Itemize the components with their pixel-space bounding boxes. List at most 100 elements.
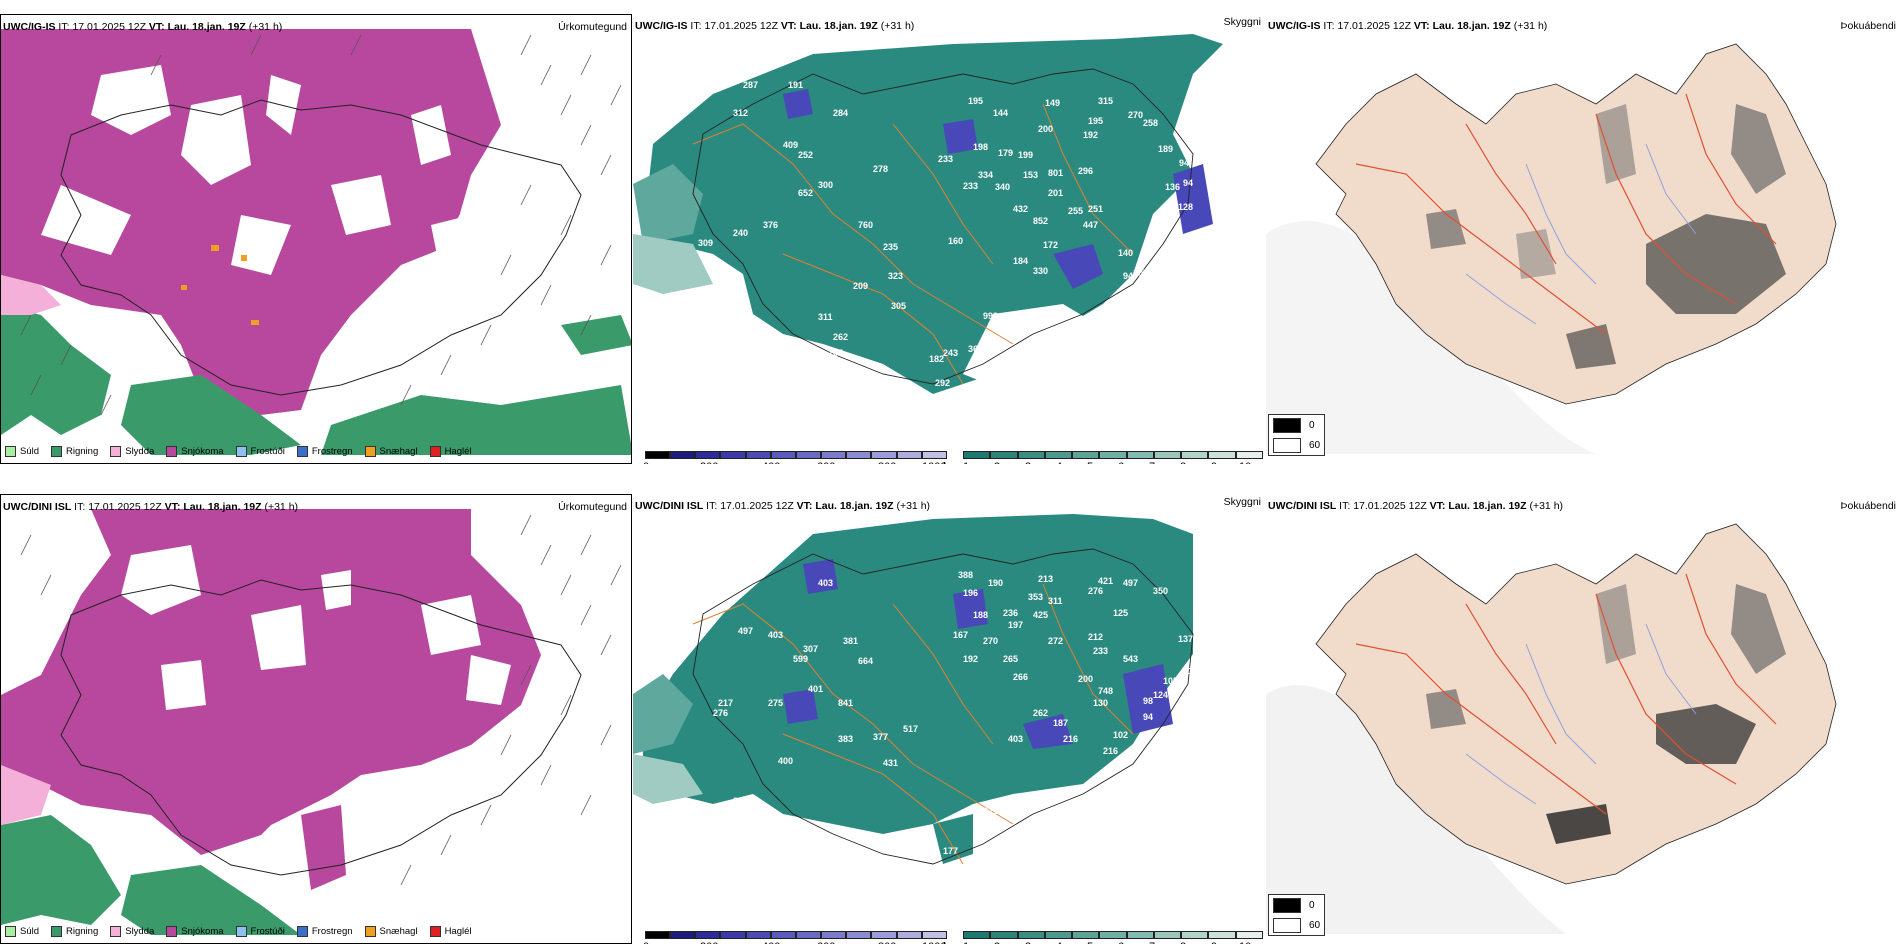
cloud-base-label: 801 — [1048, 168, 1063, 178]
cloud-base-label: 311 — [818, 312, 833, 322]
vt-label: VT: — [148, 21, 165, 33]
cloud-base-label: 130 — [1093, 698, 1108, 708]
cloud-base-label: 497 — [738, 626, 753, 636]
vis-unit: km — [943, 941, 959, 944]
lead-time: (+31 h) — [248, 21, 283, 33]
colorbar-cell — [1153, 931, 1182, 939]
tick-label: 2 — [994, 941, 1000, 944]
fog-legend: 0 60 — [1268, 894, 1326, 936]
cloud-base-label: 153 — [1023, 170, 1038, 180]
colorbar-cell — [1099, 931, 1127, 939]
cloud-base-label: 315 — [1098, 96, 1113, 106]
cloud-base-label: 272 — [1048, 636, 1063, 646]
colorbar-cell — [1072, 931, 1100, 939]
cloud-base-label: 94 — [1183, 178, 1193, 188]
cloud-base-label: 284 — [833, 108, 848, 118]
precip-type-map — [1, 29, 631, 455]
colorbar-cell — [846, 451, 872, 459]
cloud-colorbar — [645, 451, 947, 459]
vis-colorbar — [963, 451, 1263, 459]
it-value: 17.01.2025 12Z — [1353, 500, 1427, 512]
colorbar-cell — [963, 451, 991, 459]
tick-label: 200 — [700, 461, 718, 464]
cloud-base-label: 330 — [1033, 266, 1048, 276]
cloud-base-label: 400 — [778, 756, 793, 766]
vis-unit: km — [943, 461, 959, 464]
tick-label: 10 — [1239, 941, 1251, 944]
tick-label: 600 — [817, 941, 835, 944]
cloud-base-label: 198 — [973, 142, 988, 152]
tick-label: 5 — [1087, 941, 1093, 944]
cloud-base-label: 243 — [943, 348, 958, 358]
precip-type-map — [1, 509, 622, 935]
cloud-unit: m — [633, 941, 643, 944]
cloud-base-label: 309 — [698, 238, 713, 248]
tick-label: 400 — [762, 941, 780, 944]
cloud-base-label: 102 — [1188, 666, 1203, 676]
colorbar-cell — [846, 931, 872, 939]
legend-item: Rigning — [51, 445, 98, 457]
cloud-base-label: 362 — [968, 344, 983, 354]
cloud-base-label: 252 — [798, 150, 813, 160]
colorbar-cell — [1208, 451, 1236, 459]
legend-item: Frostregn — [296, 445, 353, 457]
cloud-base-label: 376 — [763, 220, 778, 230]
colorbar-cell — [770, 451, 796, 459]
it-label: IT: — [74, 501, 86, 513]
cloud-base-label: 190 — [988, 578, 1003, 588]
cloud-base-label: 275 — [768, 698, 783, 708]
it-value: 17.01.2025 12Z — [88, 501, 162, 513]
colorbar-cell — [990, 931, 1018, 939]
cloud-base-label: 970 — [733, 52, 748, 62]
visibility-panel-top: 970 287 191 312 284 409 252 300 652 278 760 376 240 3… — [633, 14, 1265, 464]
colorbar-cell — [720, 451, 746, 459]
vt-value: Lau. 18.jan. 19Z — [815, 500, 894, 512]
parameter-name: Úrkomutegund — [558, 21, 627, 33]
tick-label: 4 — [1056, 461, 1062, 464]
cloud-base-label: 270 — [1128, 110, 1143, 120]
cloud-base-label: 292 — [935, 378, 950, 388]
colorbar-cell — [1099, 451, 1127, 459]
tick-label: 1 — [963, 461, 969, 464]
precip-legend: Súld Rigning Slydda Snjókoma Frostúði Fr… — [1, 919, 480, 943]
legend-swatch — [5, 445, 16, 457]
colorbar-cell — [1235, 931, 1263, 939]
cloud-base-label: 179 — [998, 148, 1013, 158]
cloud-base-label: 187 — [1053, 718, 1068, 728]
vt-value: Lau. 18.jan. 19Z — [1432, 20, 1511, 32]
cloud-base-label: 201 — [1048, 188, 1063, 198]
tick-label: 3 — [1025, 461, 1031, 464]
it-value: 17.01.2025 12Z — [704, 20, 778, 32]
cloud-base-label: 207 — [773, 544, 788, 554]
cloud-base-label: 388 — [958, 570, 973, 580]
it-value: 17.01.2025 12Z — [720, 500, 794, 512]
colorbar-cell — [921, 931, 947, 939]
colorbar-cell — [745, 451, 771, 459]
colorbar-cell — [1126, 931, 1154, 939]
legend-swatch — [110, 925, 122, 937]
it-label: IT: — [1339, 500, 1351, 512]
cloud-base-label: 307 — [803, 644, 818, 654]
tick-label: 7 — [1149, 461, 1155, 464]
tick-label: 2 — [994, 461, 1000, 464]
cloud-base-label: 144 — [993, 108, 1008, 118]
cloud-base-label: 852 — [1033, 216, 1048, 226]
model-name: UWC/DINI ISL — [3, 501, 72, 513]
precip-type-panel-bottom: UWC/DINI ISL IT: 17.01.2025 12Z VT: Lau.… — [0, 494, 632, 944]
cloud-base-label: 92 — [1138, 256, 1148, 266]
tick-label: 200 — [700, 941, 718, 944]
cloud-base-label: 177 — [943, 846, 958, 856]
parameter-name: Úrkomutegund — [558, 501, 627, 513]
cloud-base-label: 136 — [1165, 182, 1180, 192]
cloud-base-label: 432 — [1013, 204, 1028, 214]
it-value: 17.01.2025 12Z — [72, 21, 146, 33]
fog-swatch — [1273, 897, 1301, 913]
cloud-base-label: 262 — [833, 332, 848, 342]
legend-item: Frostúði — [235, 445, 285, 457]
cloud-base-label: 305 — [891, 301, 906, 311]
precip-legend: Súld Rigning Slydda Snjókoma Frostúði Fr… — [1, 439, 480, 463]
cloud-base-label: 543 — [1123, 654, 1138, 664]
